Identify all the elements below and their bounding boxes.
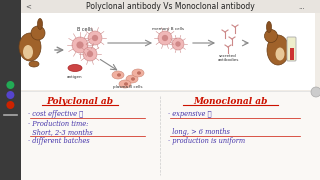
Text: · production is uniform: · production is uniform — [168, 137, 245, 145]
Text: ...: ... — [298, 3, 305, 10]
Circle shape — [87, 51, 93, 57]
Ellipse shape — [137, 71, 141, 75]
Circle shape — [83, 47, 97, 61]
Circle shape — [311, 87, 320, 97]
Ellipse shape — [31, 26, 45, 40]
Text: Polyclonal antibody Vs Monoclonal antibody: Polyclonal antibody Vs Monoclonal antibo… — [86, 2, 255, 11]
Text: plasma B cells: plasma B cells — [113, 85, 143, 89]
Text: B cells: B cells — [77, 26, 93, 31]
Ellipse shape — [119, 80, 131, 88]
Ellipse shape — [267, 35, 289, 65]
Circle shape — [6, 81, 14, 89]
Bar — [21, 91, 320, 180]
Bar — [21, 13, 315, 90]
Bar — [21, 0, 320, 13]
Text: · cost effective ✓: · cost effective ✓ — [28, 110, 83, 118]
Text: Polyclonal ab: Polyclonal ab — [46, 96, 114, 105]
Circle shape — [88, 31, 102, 45]
Ellipse shape — [265, 30, 277, 42]
FancyBboxPatch shape — [287, 37, 296, 61]
Ellipse shape — [68, 64, 82, 71]
Ellipse shape — [29, 61, 39, 67]
Text: Monoclonal ab: Monoclonal ab — [193, 96, 267, 105]
Bar — [0, 0, 21, 180]
Ellipse shape — [37, 19, 43, 30]
Ellipse shape — [132, 69, 144, 77]
Ellipse shape — [23, 45, 33, 59]
Text: long, > 6 months: long, > 6 months — [168, 128, 230, 136]
Text: · Production time:: · Production time: — [28, 120, 88, 128]
Ellipse shape — [276, 48, 284, 60]
Ellipse shape — [131, 77, 135, 81]
Bar — [290, 48, 293, 60]
Text: memory B cells: memory B cells — [152, 27, 184, 31]
Text: secreted
antibodies: secreted antibodies — [217, 54, 239, 62]
Ellipse shape — [267, 21, 271, 33]
Circle shape — [175, 41, 181, 47]
Circle shape — [172, 38, 184, 50]
Text: · different batches: · different batches — [28, 137, 90, 145]
Circle shape — [76, 41, 84, 49]
Ellipse shape — [126, 75, 138, 83]
Ellipse shape — [124, 82, 128, 86]
Circle shape — [6, 101, 14, 109]
Circle shape — [6, 91, 14, 99]
Circle shape — [162, 35, 168, 41]
Ellipse shape — [112, 71, 124, 79]
Ellipse shape — [117, 73, 121, 77]
Text: Short, 2-3 months: Short, 2-3 months — [28, 128, 92, 136]
Circle shape — [92, 35, 98, 41]
Ellipse shape — [19, 33, 41, 61]
Circle shape — [158, 31, 172, 45]
Circle shape — [72, 37, 88, 53]
Text: <: < — [25, 3, 31, 10]
Text: antigen: antigen — [67, 75, 83, 79]
Text: · expensive ✓: · expensive ✓ — [168, 110, 212, 118]
